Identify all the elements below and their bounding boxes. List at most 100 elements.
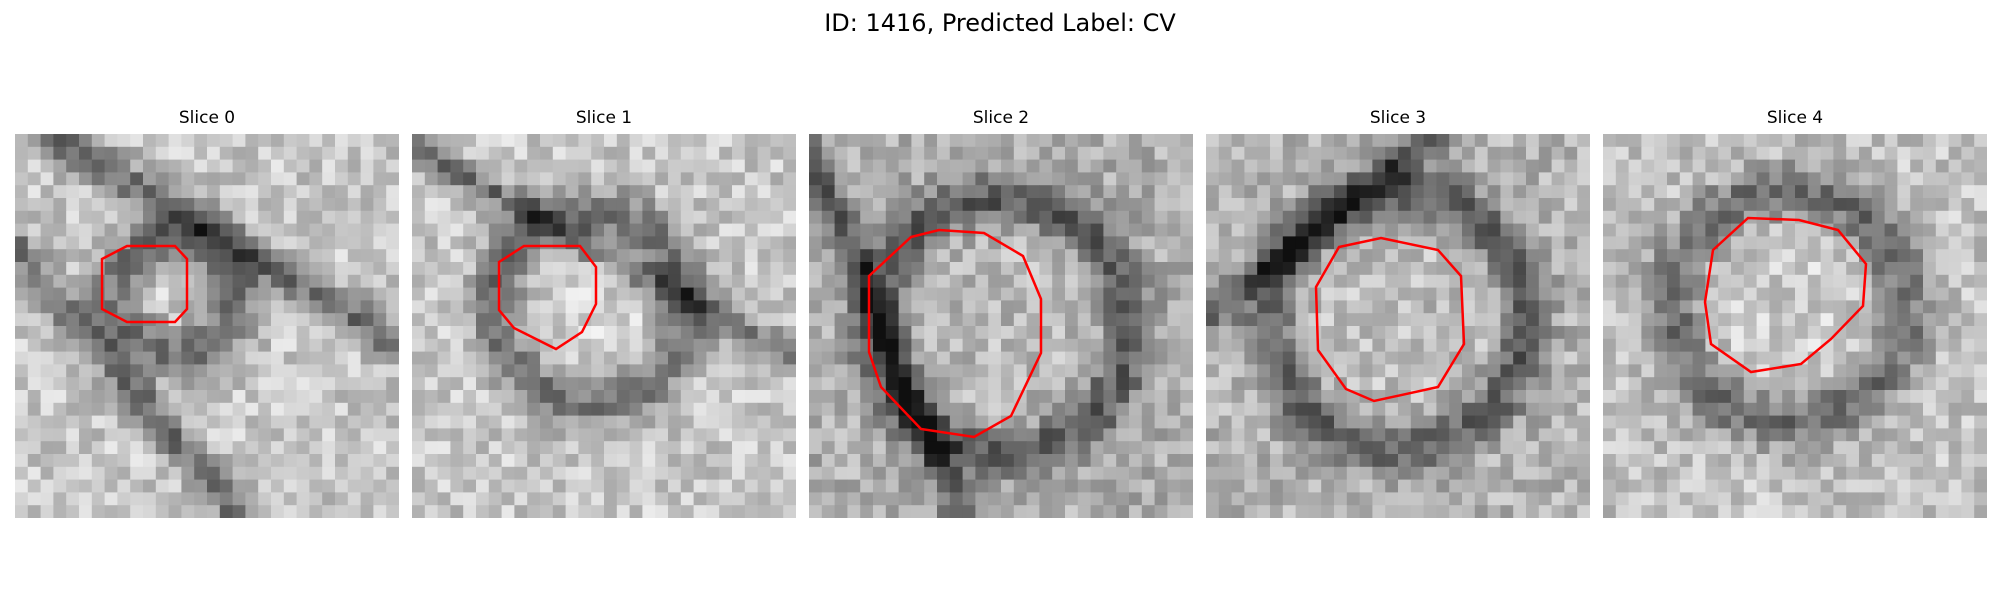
image-pixel	[1334, 313, 1348, 327]
image-pixel	[821, 326, 835, 340]
image-pixel	[1257, 198, 1271, 212]
image-pixel	[898, 351, 912, 365]
image-pixel	[1257, 172, 1271, 186]
image-pixel	[1090, 236, 1104, 250]
image-pixel	[1180, 492, 1193, 506]
image-pixel	[885, 159, 899, 173]
image-pixel	[1065, 185, 1079, 199]
image-pixel	[1935, 364, 1949, 378]
image-pixel	[1295, 300, 1309, 314]
image-pixel	[1551, 326, 1565, 340]
image-pixel	[629, 146, 643, 160]
image-pixel	[604, 479, 618, 493]
image-pixel	[1154, 249, 1168, 263]
image-pixel	[283, 326, 297, 340]
image-pixel	[1116, 454, 1130, 468]
image-pixel	[1615, 300, 1629, 314]
image-pixel	[386, 415, 399, 429]
image-pixel	[386, 210, 399, 224]
image-pixel	[1308, 441, 1322, 455]
image-pixel	[1090, 466, 1104, 480]
image-pixel	[1897, 326, 1911, 340]
image-pixel	[1769, 338, 1783, 352]
image-pixel	[104, 402, 118, 416]
image-pixel	[1935, 492, 1949, 506]
image-pixel	[1782, 300, 1796, 314]
image-pixel	[1871, 198, 1885, 212]
image-pixel	[809, 223, 823, 237]
image-pixel	[1603, 454, 1617, 468]
image-pixel	[1935, 249, 1949, 263]
image-pixel	[347, 287, 361, 301]
image-pixel	[1679, 492, 1693, 506]
image-pixel	[130, 159, 144, 173]
image-pixel	[527, 377, 541, 391]
image-pixel	[1923, 172, 1937, 186]
image-pixel	[783, 492, 796, 506]
image-pixel	[1641, 428, 1655, 442]
image-pixel	[1013, 223, 1027, 237]
image-pixel	[66, 326, 80, 340]
image-pixel	[271, 326, 285, 340]
image-pixel	[1577, 351, 1590, 365]
image-pixel	[1359, 505, 1373, 518]
image-pixel	[1795, 428, 1809, 442]
image-pixel	[463, 351, 477, 365]
image-pixel	[245, 364, 259, 378]
image-pixel	[1718, 287, 1732, 301]
image-pixel	[1807, 377, 1821, 391]
image-pixel	[1257, 262, 1271, 276]
image-pixel	[1449, 505, 1463, 518]
image-pixel	[1039, 300, 1053, 314]
image-pixel	[91, 223, 105, 237]
image-pixel	[719, 287, 733, 301]
image-pixel	[1923, 428, 1937, 442]
image-pixel	[514, 351, 528, 365]
image-pixel	[1334, 159, 1348, 173]
image-pixel	[1449, 223, 1463, 237]
image-pixel	[53, 287, 67, 301]
image-pixel	[1513, 210, 1527, 224]
image-pixel	[527, 390, 541, 404]
image-pixel	[1615, 402, 1629, 416]
image-pixel	[1820, 428, 1834, 442]
image-pixel	[924, 415, 938, 429]
image-pixel	[258, 492, 272, 506]
image-pixel	[15, 287, 29, 301]
image-pixel	[1667, 364, 1681, 378]
image-pixel	[1052, 146, 1066, 160]
image-pixel	[1769, 287, 1783, 301]
image-pixel	[719, 390, 733, 404]
image-pixel	[1103, 172, 1117, 186]
image-pixel	[1462, 185, 1476, 199]
image-pixel	[1769, 249, 1783, 263]
image-pixel	[1756, 172, 1770, 186]
image-pixel	[335, 146, 349, 160]
image-pixel	[1154, 159, 1168, 173]
image-pixel	[1948, 146, 1962, 160]
image-pixel	[1948, 505, 1962, 518]
image-pixel	[693, 223, 707, 237]
image-pixel	[975, 441, 989, 455]
image-pixel	[1257, 466, 1271, 480]
image-pixel	[501, 287, 515, 301]
image-pixel	[1820, 249, 1834, 263]
image-pixel	[604, 198, 618, 212]
image-pixel	[219, 454, 233, 468]
image-pixel	[271, 274, 285, 288]
image-pixel	[271, 492, 285, 506]
image-pixel	[1526, 466, 1540, 480]
image-pixel	[501, 415, 515, 429]
segmentation-contour-4	[1703, 216, 1868, 374]
image-pixel	[732, 479, 746, 493]
image-pixel	[1398, 428, 1412, 442]
image-pixel	[770, 146, 784, 160]
image-pixel	[1769, 428, 1783, 442]
image-pixel	[924, 377, 938, 391]
image-pixel	[40, 146, 54, 160]
image-pixel	[1141, 390, 1155, 404]
image-pixel	[860, 262, 874, 276]
image-pixel	[1141, 377, 1155, 391]
image-pixel	[680, 479, 694, 493]
image-pixel	[1538, 262, 1552, 276]
